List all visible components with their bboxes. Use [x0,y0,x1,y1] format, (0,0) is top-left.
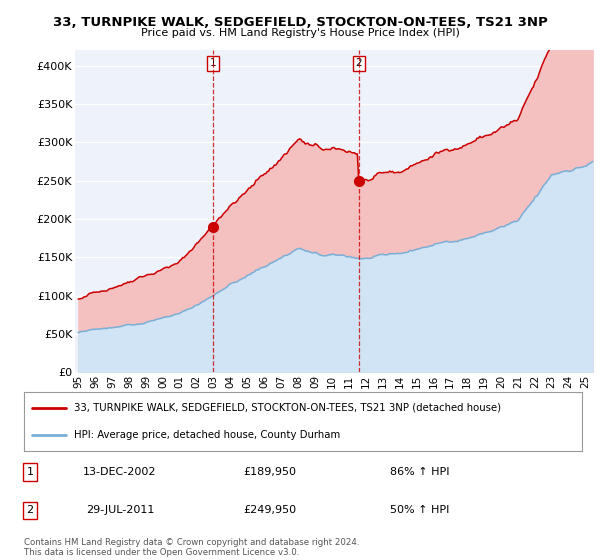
Text: 2: 2 [26,506,34,515]
Text: 33, TURNPIKE WALK, SEDGEFIELD, STOCKTON-ON-TEES, TS21 3NP: 33, TURNPIKE WALK, SEDGEFIELD, STOCKTON-… [53,16,547,29]
Text: 1: 1 [209,58,216,68]
Text: Price paid vs. HM Land Registry's House Price Index (HPI): Price paid vs. HM Land Registry's House … [140,28,460,38]
Text: 2: 2 [355,58,362,68]
Text: 50% ↑ HPI: 50% ↑ HPI [391,506,449,515]
Text: 29-JUL-2011: 29-JUL-2011 [86,506,154,515]
Text: £249,950: £249,950 [244,506,296,515]
Text: Contains HM Land Registry data © Crown copyright and database right 2024.
This d: Contains HM Land Registry data © Crown c… [24,538,359,557]
Text: £189,950: £189,950 [244,467,296,477]
Text: HPI: Average price, detached house, County Durham: HPI: Average price, detached house, Coun… [74,430,340,440]
Text: 33, TURNPIKE WALK, SEDGEFIELD, STOCKTON-ON-TEES, TS21 3NP (detached house): 33, TURNPIKE WALK, SEDGEFIELD, STOCKTON-… [74,403,502,413]
Text: 1: 1 [26,467,34,477]
Text: 86% ↑ HPI: 86% ↑ HPI [390,467,450,477]
Text: 13-DEC-2002: 13-DEC-2002 [83,467,157,477]
